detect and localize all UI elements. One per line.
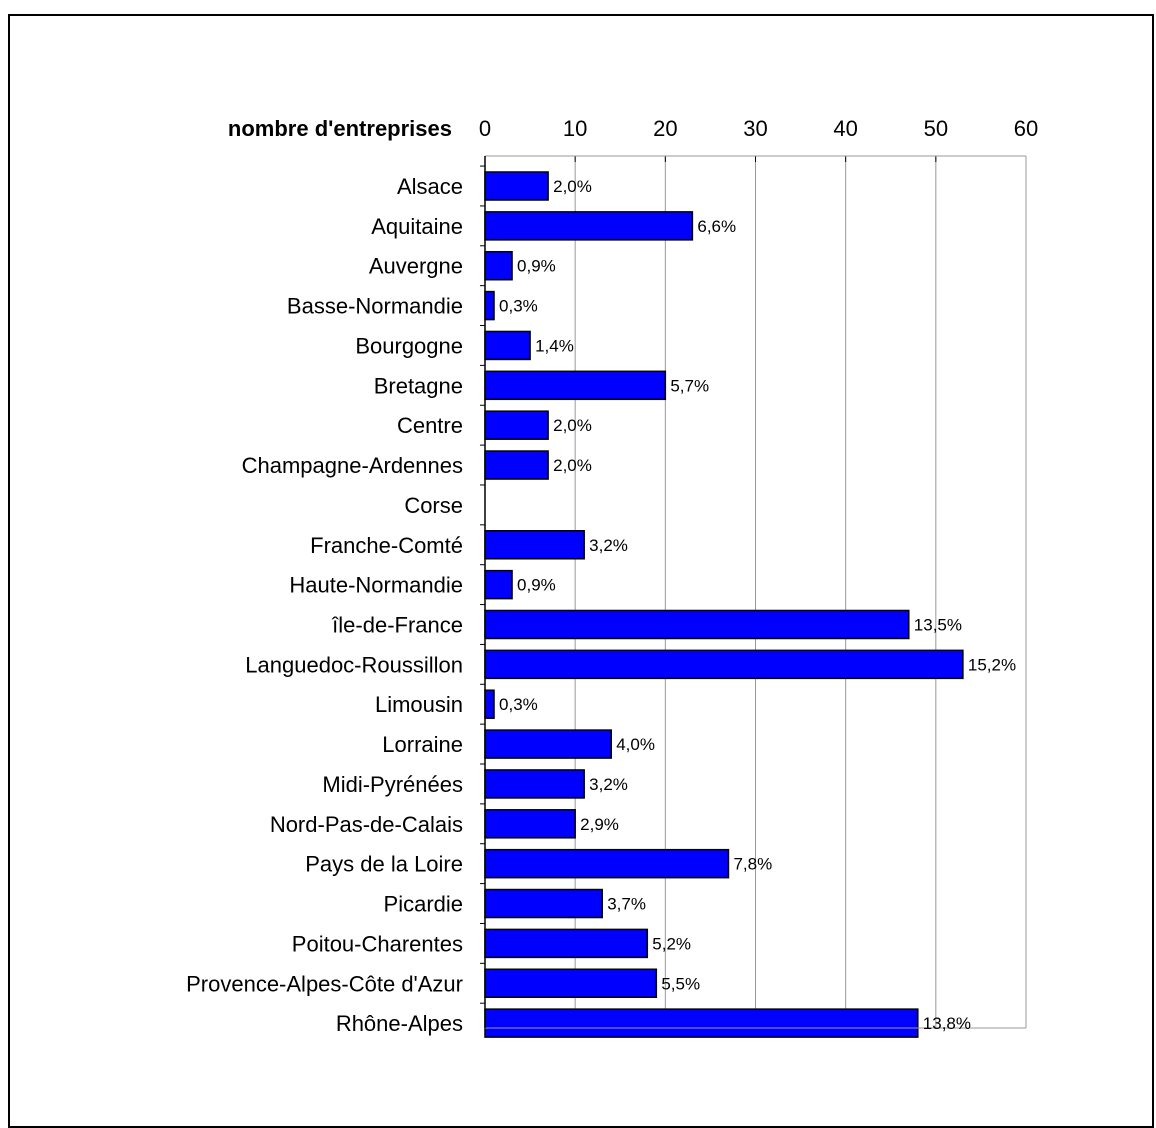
bar	[484, 609, 910, 640]
category-label: Alsace	[397, 174, 463, 199]
data-label: 13,8%	[923, 1014, 971, 1033]
data-label: 2,0%	[553, 456, 592, 475]
bar	[484, 729, 612, 759]
category-label: Bourgogne	[355, 333, 463, 358]
category-label: Champagne-Ardennes	[242, 453, 463, 478]
data-label: 0,9%	[517, 576, 556, 595]
category-label: Lorraine	[382, 732, 463, 757]
bar	[484, 171, 549, 201]
category-label: Aquitaine	[371, 214, 463, 239]
category-label: Limousin	[375, 692, 463, 717]
bar	[484, 530, 585, 560]
category-label: Auvergne	[369, 254, 463, 279]
axis-title: nombre d'entreprises	[228, 116, 452, 141]
category-label: Languedoc-Roussillon	[245, 652, 463, 677]
x-tick-label: 60	[1014, 116, 1038, 141]
bar	[484, 809, 576, 839]
bar	[484, 848, 730, 879]
data-label: 13,5%	[914, 615, 962, 634]
data-label: 0,3%	[499, 297, 538, 316]
bar	[484, 290, 495, 321]
data-label: 15,2%	[968, 655, 1016, 674]
category-label: Poitou-Charentes	[292, 931, 463, 956]
category-label: Rhône-Alpes	[336, 1011, 463, 1036]
data-label: 3,2%	[589, 775, 628, 794]
data-label: 3,7%	[607, 895, 646, 914]
data-label: 0,3%	[499, 695, 538, 714]
bar	[484, 968, 658, 999]
bar	[484, 569, 513, 600]
labels: 0 10 20 30 40 50 60 Alsace 2,0% Aquitaine 6,6% Auve…	[186, 116, 1038, 1036]
bar	[484, 330, 531, 361]
data-label: 5,2%	[652, 934, 691, 953]
bar	[484, 410, 549, 440]
bar	[484, 928, 649, 959]
category-label: Midi-Pyrénées	[322, 772, 463, 797]
bar	[484, 370, 667, 401]
category-label: Centre	[397, 413, 463, 438]
data-label: 6,6%	[697, 217, 736, 236]
bar	[484, 689, 495, 719]
category-label: Franche-Comté	[310, 533, 463, 558]
bar	[484, 450, 549, 480]
bar	[484, 649, 964, 680]
x-tick-label: 30	[743, 116, 767, 141]
x-tick-label: 20	[653, 116, 677, 141]
bar	[484, 769, 585, 799]
category-label: Provence-Alpes-Côte d'Azur	[186, 971, 463, 996]
x-tick-label: 10	[563, 116, 587, 141]
category-label: Haute-Normandie	[289, 573, 463, 598]
category-label: île-de-France	[331, 612, 463, 637]
x-tick-label: 0	[479, 116, 491, 141]
bar	[484, 250, 513, 281]
category-label: Nord-Pas-de-Calais	[270, 812, 463, 837]
data-label: 0,9%	[517, 257, 556, 276]
bar	[484, 211, 694, 241]
data-label: 2,9%	[580, 815, 619, 834]
data-label: 5,5%	[661, 974, 700, 993]
x-tick-label: 40	[833, 116, 857, 141]
data-label: 3,2%	[589, 536, 628, 555]
category-label: Picardie	[384, 892, 463, 917]
bars	[484, 171, 964, 1038]
axes	[480, 155, 1027, 1029]
data-label: 7,8%	[733, 855, 772, 874]
category-label: Corse	[404, 493, 463, 518]
category-label: Bretagne	[374, 373, 463, 398]
data-label: 2,0%	[553, 416, 592, 435]
category-label: Basse-Normandie	[287, 294, 463, 319]
gridlines	[574, 156, 937, 1028]
x-tick-label: 50	[924, 116, 948, 141]
category-label: Pays de la Loire	[305, 852, 463, 877]
bar	[484, 1008, 919, 1038]
bar	[484, 888, 603, 919]
data-label: 2,0%	[553, 177, 592, 196]
data-label: 4,0%	[616, 735, 655, 754]
data-label: 5,7%	[670, 376, 709, 395]
data-label: 1,4%	[535, 336, 574, 355]
